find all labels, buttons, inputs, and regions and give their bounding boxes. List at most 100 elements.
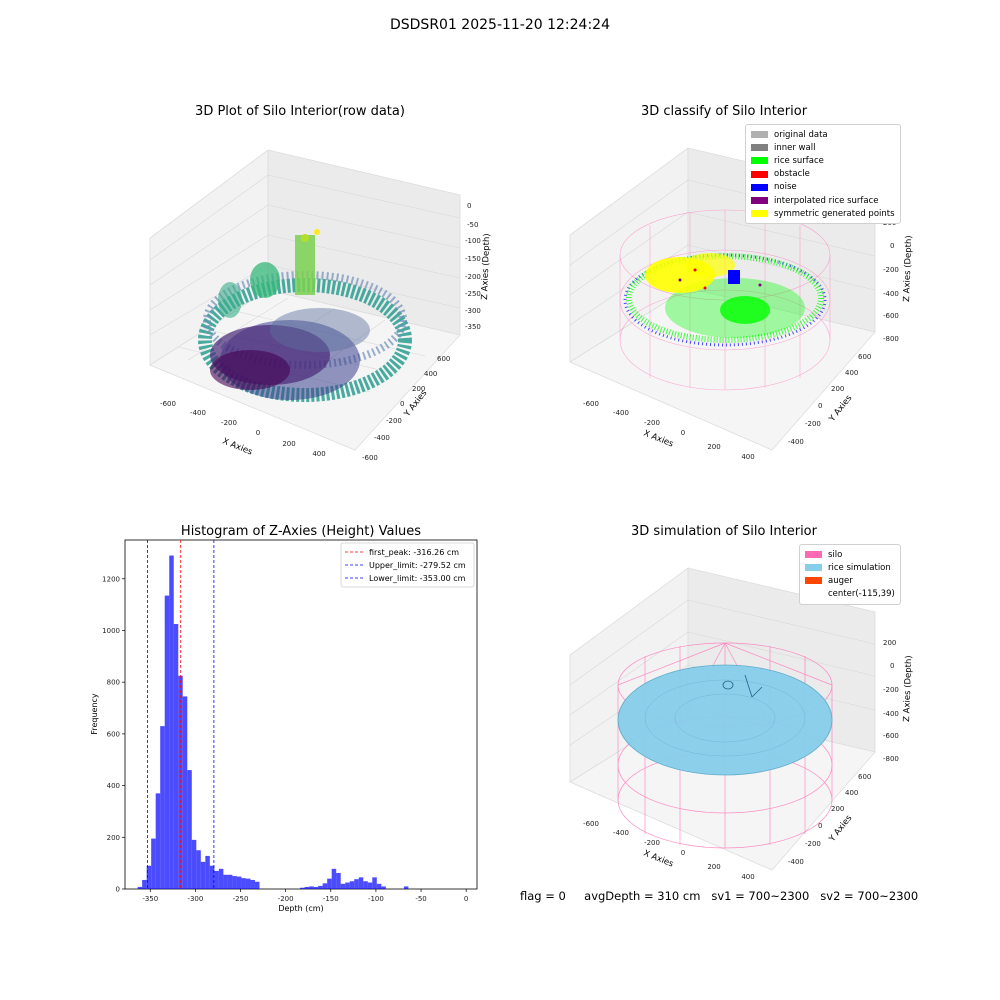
y-tick: 600: [858, 353, 871, 361]
z-tick: -400: [883, 290, 899, 298]
histogram-bar: [354, 879, 359, 889]
histogram-bar: [169, 555, 174, 889]
legend-item: auger: [805, 574, 895, 587]
z-axis-label: Z Axies (Depth): [902, 235, 914, 302]
figure-title: DSDSR01 2025-11-20 12:24:24: [389, 17, 610, 33]
y-tick: 600: [858, 773, 871, 781]
histogram-bar: [363, 881, 368, 889]
legend-item: center(-115,39): [805, 588, 895, 601]
z-tick: -800: [883, 755, 899, 763]
legend-swatch: [751, 170, 768, 178]
y-tick: 0: [818, 822, 822, 830]
histogram-x-label: Depth (cm): [278, 904, 323, 913]
classify-points: [623, 253, 827, 347]
z-tick: -400: [883, 710, 899, 718]
histogram-bar: [241, 878, 246, 889]
legend-swatch: [751, 197, 768, 205]
sim-z-tick-labels: 200 0 -200 -400 -600 -800: [883, 639, 899, 763]
histogram-bar: [137, 886, 143, 889]
histogram-bar: [196, 850, 201, 889]
z-tick: -200: [465, 273, 481, 281]
sim-y-tick-labels: -400 -200 0 200 400 600: [788, 773, 871, 866]
y-tick: 400: [424, 370, 437, 378]
row-plot-title: 3D Plot of Silo Interior(row data): [195, 104, 405, 119]
x-tick-label: -350: [142, 895, 158, 903]
histogram-bar: [345, 882, 350, 889]
legend-label: Lower_limit: -353.00 cm: [369, 574, 466, 583]
y-tick: 0: [400, 400, 404, 408]
y-tick-label: 0: [116, 886, 120, 894]
classify-silo-wireframe: [619, 209, 831, 391]
z-tick: -300: [465, 307, 481, 315]
status-footer: flag = 0 avgDepth = 310 cm sv1 = 700~230…: [520, 889, 918, 903]
legend-label: first_peak: -316.26 cm: [369, 548, 459, 557]
histogram-bar: [313, 886, 319, 889]
y-tick: -200: [805, 420, 821, 428]
classify-legend: original data inner wall rice surface ob…: [745, 124, 901, 225]
histogram-bar: [322, 883, 328, 889]
y-tick-label: 400: [107, 782, 120, 790]
histogram-bar: [200, 861, 206, 889]
legend-item: inner wall: [751, 141, 895, 154]
histogram-bar: [223, 874, 228, 889]
y-axis-label: Y Axies: [827, 393, 855, 425]
z-tick: 200: [883, 639, 896, 647]
legend-swatch: [751, 157, 768, 165]
histogram-bar: [218, 868, 224, 889]
x-tick: 400: [312, 450, 325, 458]
y-tick: 200: [831, 805, 844, 813]
x-tick-label: -150: [323, 895, 339, 903]
z-tick: -800: [883, 335, 899, 343]
y-tick-label: 200: [107, 834, 120, 842]
y-tick: 200: [412, 385, 425, 393]
legend-swatch: [805, 591, 822, 598]
z-tick: -350: [465, 323, 481, 331]
classify-z-tick-labels: 200 0 -200 -400 -600 -800: [883, 219, 899, 343]
legend-swatch: [751, 210, 768, 218]
z-tick: -150: [465, 255, 481, 263]
legend-swatch: [805, 577, 822, 585]
histogram-y-label: Frequency: [90, 693, 99, 735]
histogram-bar: [300, 887, 305, 889]
x-axis-label: X Axies: [221, 437, 254, 458]
z-tick: -50: [467, 221, 478, 229]
classify-plot-title: 3D classify of Silo Interior: [640, 104, 808, 119]
histogram-bar: [146, 865, 152, 889]
histogram-bar: [191, 839, 197, 889]
histogram-bar: [142, 879, 147, 889]
histogram-bar: [182, 696, 188, 889]
sim-rice-surface: [617, 664, 833, 776]
simulation-3d-plot: -600 -400 -200 0 200 400 -400 -200 0 200…: [569, 567, 914, 880]
x-tick: -600: [160, 400, 176, 408]
x-tick: 200: [707, 443, 720, 451]
histogram-bar: [318, 885, 323, 889]
histogram-bar: [349, 881, 355, 889]
x-tick-label: -300: [187, 895, 203, 903]
histogram-bar: [187, 770, 192, 889]
x-axis-label: X Axies: [642, 849, 675, 870]
y-tick: -400: [788, 858, 804, 866]
legend-item: original data: [751, 128, 895, 141]
y-tick: 400: [845, 369, 858, 377]
y-tick: -400: [374, 434, 390, 442]
y-tick: -400: [788, 438, 804, 446]
histogram-x-ticks: -350 -300 -250 -200 -150 -100 -50 0: [142, 889, 468, 903]
histogram-bar: [254, 881, 260, 889]
histogram-bar: [209, 865, 215, 889]
y-axis-label: Y Axies: [827, 813, 855, 845]
x-tick: -400: [613, 829, 629, 837]
histogram-bar: [155, 793, 161, 889]
z-tick: -600: [883, 732, 899, 740]
x-tick: -600: [583, 820, 599, 828]
x-tick-label: -250: [233, 895, 249, 903]
x-axis-label: X Axies: [642, 429, 675, 450]
y-tick-label: 800: [107, 679, 120, 687]
legend-item: rice surface: [751, 154, 895, 167]
legend-swatch: [805, 551, 822, 559]
histogram-bar: [245, 878, 251, 889]
y-tick: 400: [845, 789, 858, 797]
legend-swatch: [805, 564, 822, 572]
sv2-text: sv2 = 700~2300: [820, 889, 919, 903]
histogram-bar: [327, 878, 332, 889]
histogram-bar: [173, 624, 179, 889]
